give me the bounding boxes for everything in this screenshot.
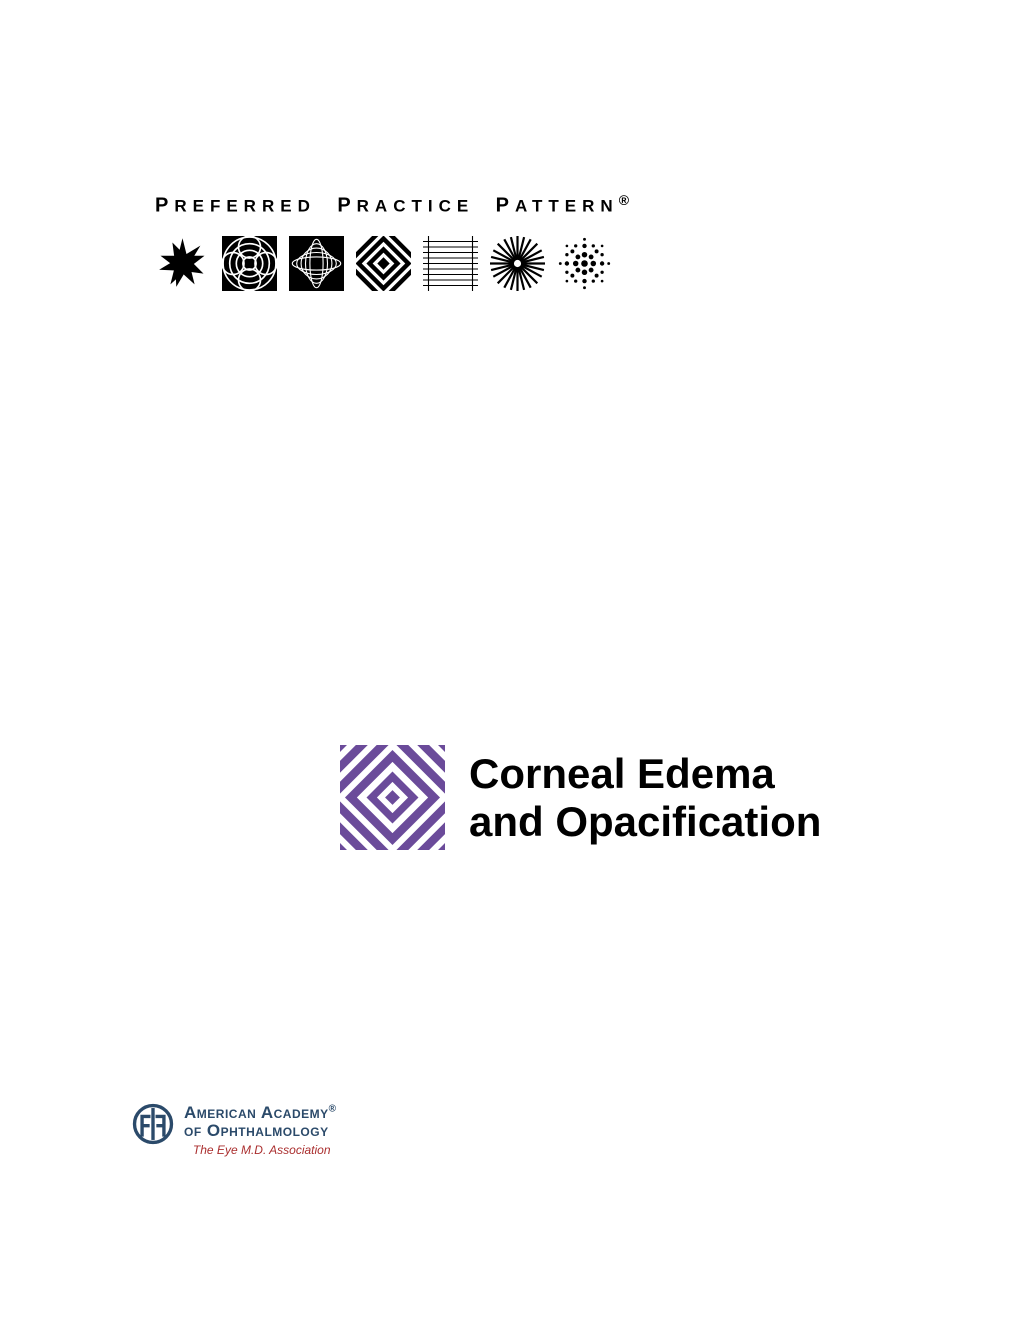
pattern-icon-1	[155, 236, 210, 291]
title-line-1: Corneal Edema	[469, 750, 821, 797]
pattern-icon-7	[557, 236, 612, 291]
publisher-text: American Academy® of Ophthalmology The E…	[184, 1103, 337, 1157]
pattern-icon-5	[423, 236, 478, 291]
title-diamond-icon	[340, 745, 445, 850]
document-title: Corneal Edema and Opacification	[469, 750, 821, 844]
pattern-strip	[155, 236, 629, 291]
header-block: PREFERRED PRACTICE PATTERN®	[155, 192, 629, 291]
publisher-line-2: of Ophthalmology	[184, 1121, 337, 1141]
title-line-2: and Opacification	[469, 798, 821, 845]
pattern-icon-3	[289, 236, 344, 291]
publisher-tagline: The Eye M.D. Association	[184, 1143, 337, 1157]
title-block: Corneal Edema and Opacification	[340, 745, 821, 850]
publisher-logo: American Academy® of Ophthalmology The E…	[132, 1103, 337, 1157]
pattern-icon-4	[356, 236, 411, 291]
publisher-line-1: American Academy®	[184, 1103, 337, 1123]
series-title: PREFERRED PRACTICE PATTERN®	[155, 192, 629, 218]
pattern-icon-6	[490, 236, 545, 291]
pattern-icon-2	[222, 236, 277, 291]
aao-logo-icon	[132, 1103, 174, 1145]
